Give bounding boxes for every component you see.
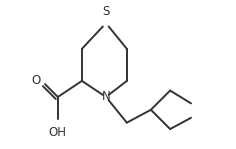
Text: S: S [102,5,110,18]
Text: O: O [31,74,40,87]
Text: OH: OH [49,125,67,139]
Text: N: N [101,90,110,103]
